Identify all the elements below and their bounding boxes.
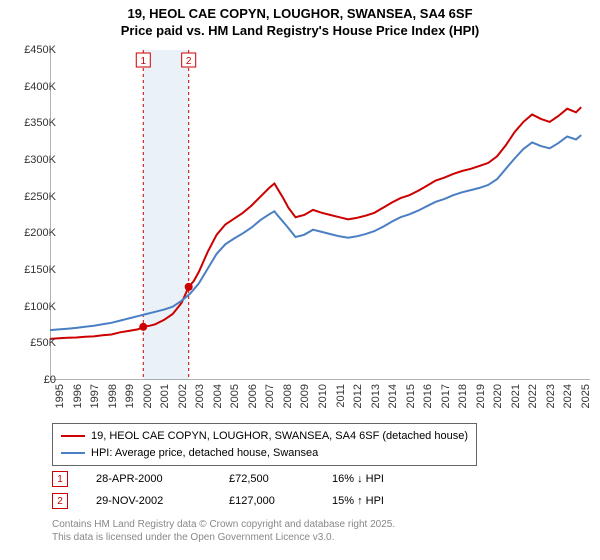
x-tick-label: 2016 [422, 384, 434, 414]
table-row: 1 28-APR-2000 £72,500 16% ↓ HPI [52, 468, 422, 490]
legend-label: 19, HEOL CAE COPYN, LOUGHOR, SWANSEA, SA… [91, 428, 468, 445]
sale-date: 28-APR-2000 [96, 473, 201, 485]
x-tick-label: 2023 [545, 384, 557, 414]
sale-hpi-delta: 15% ↑ HPI [332, 495, 422, 507]
title-line2: Price paid vs. HM Land Registry's House … [0, 23, 600, 40]
legend-row: 19, HEOL CAE COPYN, LOUGHOR, SWANSEA, SA… [61, 428, 468, 445]
legend: 19, HEOL CAE COPYN, LOUGHOR, SWANSEA, SA… [52, 423, 477, 466]
x-tick-label: 2010 [317, 384, 329, 414]
x-tick-label: 1998 [107, 384, 119, 414]
sale-marker-icon: 2 [52, 493, 68, 509]
x-tick-label: 1999 [124, 384, 136, 414]
x-tick-label: 2015 [405, 384, 417, 414]
x-tick-label: 1996 [72, 384, 84, 414]
y-tick-label: £350K [6, 117, 56, 129]
y-tick-label: £100K [6, 301, 56, 313]
sale-marker-icon: 1 [52, 471, 68, 487]
x-tick-label: 2013 [370, 384, 382, 414]
x-tick-label: 2018 [457, 384, 469, 414]
x-tick-label: 2021 [510, 384, 522, 414]
x-tick-label: 2025 [580, 384, 592, 414]
y-tick-label: £450K [6, 44, 56, 56]
x-tick-label: 2007 [264, 384, 276, 414]
x-tick-label: 2001 [159, 384, 171, 414]
table-row: 2 29-NOV-2002 £127,000 15% ↑ HPI [52, 490, 422, 512]
x-tick-label: 2008 [282, 384, 294, 414]
footer-attribution: Contains HM Land Registry data © Crown c… [52, 518, 395, 544]
y-tick-label: £50K [6, 337, 56, 349]
y-tick-label: £150K [6, 264, 56, 276]
svg-text:1: 1 [140, 56, 146, 67]
chart-plot-area: 12 [50, 50, 590, 380]
y-tick-label: £0 [6, 374, 56, 386]
x-tick-label: 2017 [440, 384, 452, 414]
x-tick-label: 1995 [54, 384, 66, 414]
x-tick-label: 2020 [492, 384, 504, 414]
footer-line2: This data is licensed under the Open Gov… [52, 531, 395, 544]
x-tick-label: 2014 [387, 384, 399, 414]
sale-price: £72,500 [229, 473, 304, 485]
legend-swatch [61, 452, 85, 454]
x-tick-label: 2019 [475, 384, 487, 414]
x-tick-label: 2004 [212, 384, 224, 414]
footer-line1: Contains HM Land Registry data © Crown c… [52, 518, 395, 531]
chart-title: 19, HEOL CAE COPYN, LOUGHOR, SWANSEA, SA… [0, 0, 600, 40]
y-tick-label: £250K [6, 191, 56, 203]
sale-date: 29-NOV-2002 [96, 495, 201, 507]
sale-price: £127,000 [229, 495, 304, 507]
legend-label: HPI: Average price, detached house, Swan… [91, 445, 318, 462]
x-tick-label: 2011 [335, 384, 347, 414]
legend-row: HPI: Average price, detached house, Swan… [61, 445, 468, 462]
x-tick-label: 2002 [177, 384, 189, 414]
x-tick-label: 2024 [562, 384, 574, 414]
y-tick-label: £300K [6, 154, 56, 166]
x-tick-label: 2005 [229, 384, 241, 414]
y-tick-label: £200K [6, 227, 56, 239]
svg-text:2: 2 [186, 56, 192, 67]
x-tick-label: 2012 [352, 384, 364, 414]
y-tick-label: £400K [6, 81, 56, 93]
legend-swatch [61, 435, 85, 437]
x-tick-label: 2003 [194, 384, 206, 414]
x-tick-label: 2006 [247, 384, 259, 414]
x-tick-label: 1997 [89, 384, 101, 414]
x-tick-label: 2009 [299, 384, 311, 414]
sale-hpi-delta: 16% ↓ HPI [332, 473, 422, 485]
x-tick-label: 2022 [527, 384, 539, 414]
chart-svg: 12 [50, 50, 590, 380]
title-line1: 19, HEOL CAE COPYN, LOUGHOR, SWANSEA, SA… [0, 6, 600, 23]
sales-table: 1 28-APR-2000 £72,500 16% ↓ HPI 2 29-NOV… [52, 468, 422, 512]
x-tick-label: 2000 [142, 384, 154, 414]
